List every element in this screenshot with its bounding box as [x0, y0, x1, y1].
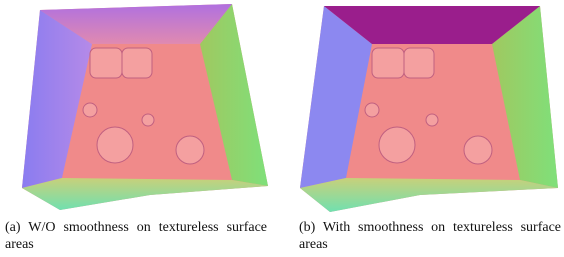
figure-page: (a) W/O smoothness on textureless surfac… — [0, 0, 564, 257]
figure-images — [0, 0, 564, 215]
object — [404, 48, 434, 78]
object — [176, 136, 204, 164]
image-b — [300, 6, 558, 212]
caption: (a) W/O smoothness on textureless surfac… — [5, 219, 267, 253]
object — [379, 127, 415, 163]
image-a — [22, 4, 268, 210]
object — [365, 103, 379, 117]
object — [426, 114, 438, 126]
object — [97, 127, 133, 163]
object — [372, 48, 404, 78]
bottom-edge — [22, 178, 268, 210]
bottom-edge — [300, 178, 558, 212]
object — [122, 48, 152, 78]
object — [90, 48, 122, 78]
object — [142, 114, 154, 126]
object — [464, 136, 492, 164]
caption: (b) With smoothness on textureless surfa… — [299, 219, 561, 253]
object — [83, 103, 97, 117]
